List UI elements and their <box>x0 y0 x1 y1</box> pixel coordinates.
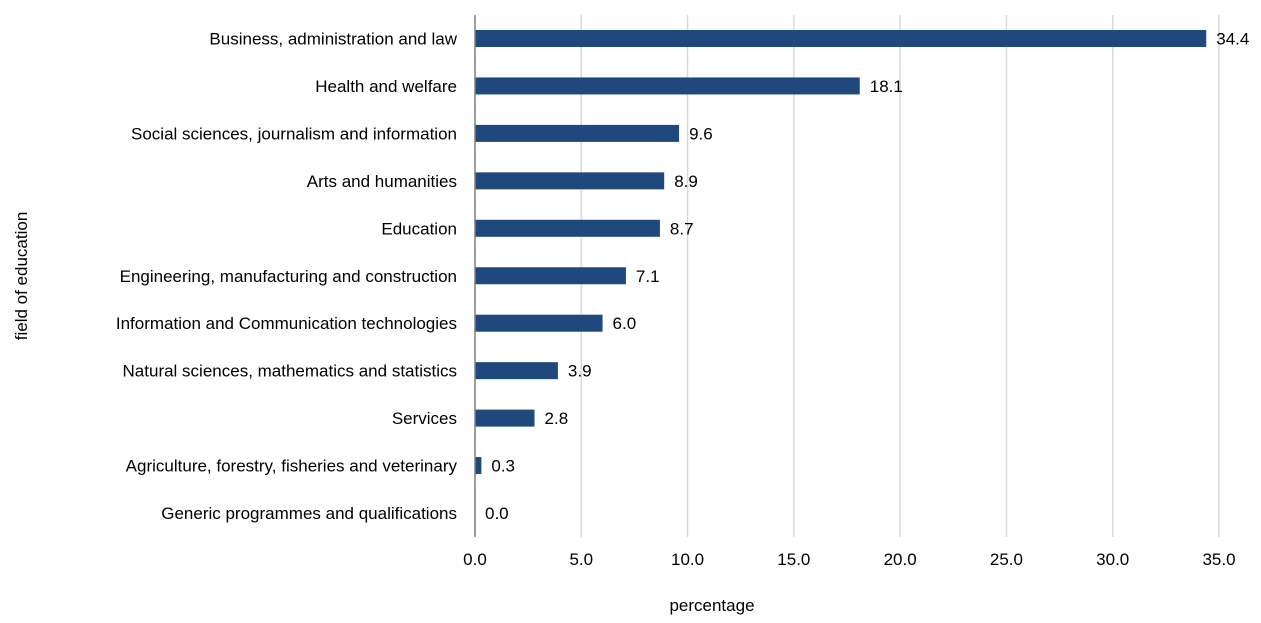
category-label: Arts and humanities <box>307 172 457 191</box>
data-label: 9.6 <box>689 124 713 143</box>
category-label: Services <box>392 409 457 428</box>
data-label: 6.0 <box>613 314 637 333</box>
x-tick-label: 15.0 <box>777 550 810 569</box>
bar <box>475 267 626 285</box>
x-tick-label: 20.0 <box>884 550 917 569</box>
bar <box>475 77 860 95</box>
bar <box>475 172 665 190</box>
category-label: Natural sciences, mathematics and statis… <box>123 362 457 381</box>
gridlines <box>580 15 1220 537</box>
data-label: 8.9 <box>674 172 698 191</box>
x-tick-label: 35.0 <box>1202 550 1235 569</box>
category-label: Information and Communication technologi… <box>116 314 457 333</box>
x-tick-label: 5.0 <box>569 550 593 569</box>
data-labels: 34.4 18.1 9.6 8.9 8.7 7.1 6.0 3.9 2.8 0.3 0.0 <box>485 30 1249 524</box>
data-label: 0.3 <box>491 457 515 476</box>
x-tick-label: 25.0 <box>990 550 1023 569</box>
bar <box>475 124 680 142</box>
x-tick-label: 30.0 <box>1096 550 1129 569</box>
category-label: Social sciences, journalism and informat… <box>131 124 457 143</box>
y-axis-title: field of education <box>12 212 31 341</box>
data-label: 34.4 <box>1216 30 1249 49</box>
bar <box>475 314 603 332</box>
x-axis-title: percentage <box>669 596 754 615</box>
x-tick-label: 0.0 <box>463 550 487 569</box>
data-label: 3.9 <box>568 362 592 381</box>
data-label: 18.1 <box>870 77 903 96</box>
bar <box>475 219 660 237</box>
x-tick-labels: 0.0 5.0 10.0 15.0 20.0 25.0 30.0 35.0 <box>463 550 1235 569</box>
bars <box>475 30 1207 475</box>
bar <box>475 457 482 475</box>
category-label: Business, administration and law <box>209 30 457 49</box>
category-labels: Business, administration and law Health a… <box>116 30 458 524</box>
category-label: Generic programmes and qualifications <box>161 504 457 523</box>
data-label: 0.0 <box>485 504 509 523</box>
bar <box>475 30 1207 47</box>
bar <box>475 409 535 427</box>
data-label: 7.1 <box>636 267 660 286</box>
category-label: Agriculture, forestry, fisheries and vet… <box>126 457 458 476</box>
category-label: Engineering, manufacturing and construct… <box>120 267 457 286</box>
category-label: Health and welfare <box>315 77 457 96</box>
x-tick-label: 10.0 <box>671 550 704 569</box>
bar <box>475 362 558 380</box>
data-label: 8.7 <box>670 219 694 238</box>
data-label: 2.8 <box>545 409 569 428</box>
category-label: Education <box>381 219 457 238</box>
